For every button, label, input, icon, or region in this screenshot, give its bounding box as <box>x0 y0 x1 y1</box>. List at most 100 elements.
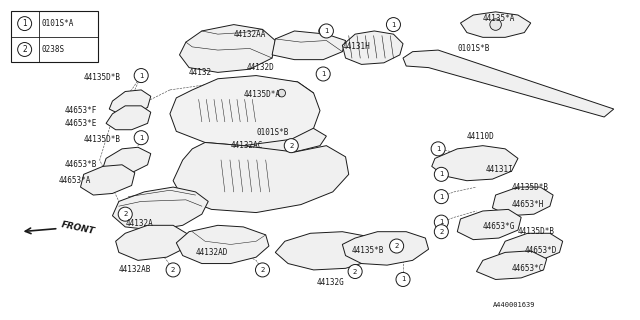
Circle shape <box>255 263 269 277</box>
Text: 44653*F: 44653*F <box>65 106 97 115</box>
Polygon shape <box>109 90 151 114</box>
Circle shape <box>395 244 399 248</box>
Circle shape <box>437 192 446 201</box>
Text: 2: 2 <box>260 267 265 273</box>
Circle shape <box>434 144 443 153</box>
Text: 44135D*B: 44135D*B <box>518 227 555 236</box>
Circle shape <box>387 18 401 32</box>
Circle shape <box>321 72 325 76</box>
Text: 1: 1 <box>139 73 143 79</box>
Circle shape <box>435 225 449 239</box>
Text: 44653*H: 44653*H <box>511 200 544 209</box>
Circle shape <box>401 277 405 281</box>
Text: 44653*E: 44653*E <box>65 119 97 128</box>
Text: 44135D*A: 44135D*A <box>243 90 280 99</box>
Polygon shape <box>461 12 531 37</box>
Text: 44135D*B: 44135D*B <box>84 73 121 82</box>
Polygon shape <box>458 209 521 240</box>
Polygon shape <box>403 50 614 117</box>
Circle shape <box>396 272 410 286</box>
Text: 1: 1 <box>22 19 27 28</box>
Text: 1: 1 <box>439 219 444 225</box>
Polygon shape <box>170 76 320 146</box>
Circle shape <box>392 242 401 251</box>
Circle shape <box>353 270 357 273</box>
Circle shape <box>137 71 146 80</box>
Circle shape <box>435 215 449 229</box>
Circle shape <box>440 172 444 176</box>
Text: 2: 2 <box>171 267 175 273</box>
Text: 44132: 44132 <box>189 68 212 77</box>
Circle shape <box>134 68 148 83</box>
Text: 0101S*B: 0101S*B <box>458 44 490 53</box>
Text: 44653*A: 44653*A <box>58 176 90 185</box>
Polygon shape <box>275 232 381 270</box>
Text: 1: 1 <box>439 171 444 177</box>
Circle shape <box>437 170 446 179</box>
Circle shape <box>278 89 285 97</box>
Circle shape <box>319 69 328 78</box>
Polygon shape <box>103 147 151 174</box>
Text: 44653*C: 44653*C <box>511 264 544 273</box>
Text: A440001639: A440001639 <box>492 302 535 308</box>
Circle shape <box>134 131 148 145</box>
Text: 44135D*B: 44135D*B <box>511 183 548 192</box>
Circle shape <box>390 239 404 253</box>
Polygon shape <box>116 225 189 260</box>
Text: 44135D*B: 44135D*B <box>84 135 121 144</box>
Text: 2: 2 <box>439 229 444 235</box>
Text: 44653*B: 44653*B <box>65 160 97 169</box>
Circle shape <box>316 67 330 81</box>
Text: 44132AC: 44132AC <box>230 141 263 150</box>
Text: 2: 2 <box>353 268 357 275</box>
Circle shape <box>435 190 449 204</box>
Text: 1: 1 <box>391 21 396 28</box>
Text: 44132G: 44132G <box>317 278 344 287</box>
Polygon shape <box>221 123 326 154</box>
Text: 44132AA: 44132AA <box>234 30 266 39</box>
Circle shape <box>140 74 143 77</box>
Text: 2: 2 <box>394 243 399 249</box>
Text: 2: 2 <box>22 45 27 54</box>
Text: 1: 1 <box>439 194 444 200</box>
Circle shape <box>436 147 440 151</box>
Text: 1: 1 <box>324 28 328 34</box>
Text: 1: 1 <box>321 71 326 77</box>
Circle shape <box>392 23 396 27</box>
Polygon shape <box>499 233 563 262</box>
Circle shape <box>348 265 362 278</box>
Text: 0101S*B: 0101S*B <box>256 128 289 137</box>
Text: 44131I: 44131I <box>486 165 514 174</box>
Circle shape <box>435 167 449 181</box>
Text: 44132AB: 44132AB <box>119 265 151 275</box>
Text: 2: 2 <box>123 211 127 217</box>
Text: 1: 1 <box>436 146 440 152</box>
Text: 44135*B: 44135*B <box>352 246 384 255</box>
Circle shape <box>18 17 31 31</box>
Polygon shape <box>432 146 518 181</box>
Circle shape <box>124 212 127 216</box>
Text: 0238S: 0238S <box>42 45 65 54</box>
Circle shape <box>440 220 444 224</box>
Circle shape <box>137 71 146 80</box>
Circle shape <box>121 210 130 219</box>
Circle shape <box>319 27 328 36</box>
Circle shape <box>490 19 501 30</box>
Polygon shape <box>113 187 208 230</box>
Polygon shape <box>342 232 429 265</box>
Circle shape <box>140 74 143 77</box>
Polygon shape <box>179 25 275 72</box>
Text: 44653*G: 44653*G <box>483 222 515 231</box>
Text: 2: 2 <box>289 143 294 149</box>
Circle shape <box>169 266 177 274</box>
Circle shape <box>258 266 267 274</box>
Circle shape <box>351 267 360 276</box>
Circle shape <box>399 275 408 284</box>
Circle shape <box>321 29 325 33</box>
Text: 44135*A: 44135*A <box>483 14 515 23</box>
Polygon shape <box>342 31 403 64</box>
Circle shape <box>437 218 446 227</box>
Polygon shape <box>492 187 553 216</box>
Circle shape <box>137 133 146 142</box>
Circle shape <box>172 268 175 272</box>
